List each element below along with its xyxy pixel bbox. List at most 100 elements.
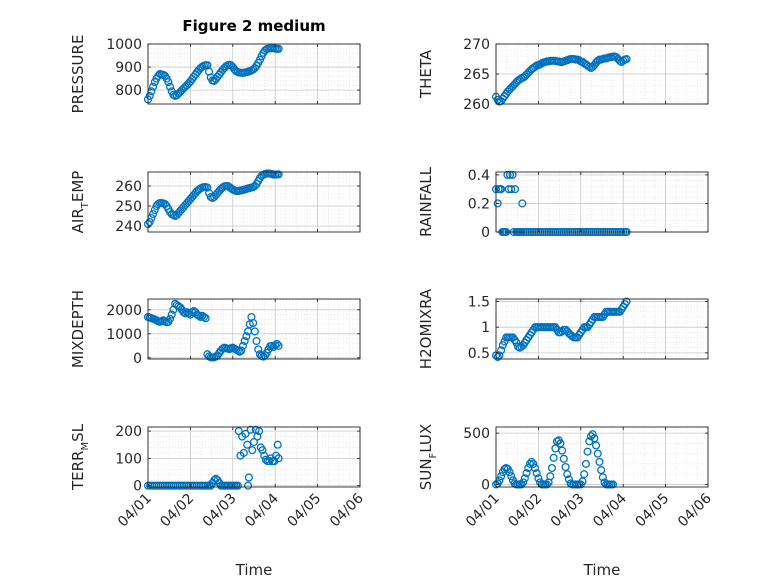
data-point xyxy=(597,466,606,475)
data-point xyxy=(258,446,267,455)
data-point xyxy=(252,336,261,346)
y-tick-label: 900 xyxy=(115,60,142,76)
y-tick-label: 0 xyxy=(133,479,142,495)
axes-box xyxy=(147,43,361,105)
data-point xyxy=(255,427,264,436)
data-point xyxy=(240,336,249,346)
data-point xyxy=(542,480,551,489)
y-tick-label: 260 xyxy=(463,97,490,113)
axes-box xyxy=(495,171,709,233)
y-axis-label: PRESSURE xyxy=(69,35,87,114)
data-point xyxy=(507,185,516,194)
y-tick-label: 240 xyxy=(115,219,142,235)
x-axis-label: Time xyxy=(583,561,621,579)
data-point xyxy=(167,310,176,319)
data-point xyxy=(497,472,506,481)
data-point xyxy=(503,170,512,179)
y-tick-label: 0 xyxy=(481,225,490,241)
data-point xyxy=(598,473,607,482)
data-point xyxy=(522,469,531,478)
data-point xyxy=(164,78,173,87)
y-tick-label: 0 xyxy=(133,351,142,367)
data-point xyxy=(250,327,259,336)
y-axis-label: TERRMSL xyxy=(69,423,91,491)
y-axis-label: MIXDEPTH xyxy=(69,290,87,368)
data-point xyxy=(238,341,248,350)
data-point xyxy=(592,441,601,450)
axes-box xyxy=(495,298,709,360)
data-point xyxy=(246,425,255,434)
data-point xyxy=(493,199,502,208)
y-axis-label-rest: LUX xyxy=(417,424,435,453)
data-point xyxy=(546,472,555,481)
y-tick-label: 100 xyxy=(115,451,142,467)
data-point xyxy=(203,183,212,192)
y-axis-label: H2OMIXRA xyxy=(417,288,435,369)
data-point xyxy=(166,314,175,323)
data-point xyxy=(242,332,251,341)
data-point xyxy=(194,311,203,320)
data-point xyxy=(578,477,587,486)
y-tick-label: 800 xyxy=(115,83,142,99)
data-point xyxy=(233,346,242,355)
data-point xyxy=(561,462,570,472)
data-point xyxy=(199,312,209,322)
subplot-3: 240 250 260 AIRTEMP xyxy=(69,169,361,235)
data-point xyxy=(235,347,244,356)
data-point xyxy=(527,457,536,466)
data-point xyxy=(530,463,540,473)
data-point xyxy=(529,459,538,468)
y-axis-label: AIRTEMP xyxy=(69,171,91,234)
y-axis-label-main: TERR xyxy=(69,451,87,492)
y-tick-label: 1000 xyxy=(106,37,142,53)
data-point xyxy=(150,205,159,215)
subplot-1: 800 900 1000 PRESSURE Figure 2 medium xyxy=(69,17,361,114)
y-tick-label: 0.5 xyxy=(468,346,490,362)
y-axis-label-subscript: T xyxy=(80,201,91,209)
axes-box xyxy=(147,426,361,488)
y-axis-label: RAINFALL xyxy=(417,166,435,237)
y-axis-label-rest: EMP xyxy=(69,171,87,202)
data-point xyxy=(580,470,589,479)
data-point xyxy=(145,91,154,100)
data-point xyxy=(149,209,158,219)
data-point xyxy=(559,454,568,463)
data-point xyxy=(558,446,567,455)
x-axis-label: Time xyxy=(235,561,273,579)
data-point xyxy=(241,429,250,438)
y-tick-label: 265 xyxy=(463,67,490,83)
data-point xyxy=(593,449,602,458)
y-axis-label: SUNFLUX xyxy=(417,424,439,490)
y-axis-label-main: AIR xyxy=(69,208,87,233)
data-point xyxy=(244,481,253,490)
data-point xyxy=(525,459,534,468)
y-axis-label: THETA xyxy=(417,49,435,99)
subplot-2: 260 265 270 THETA xyxy=(417,37,709,113)
data-point xyxy=(507,472,516,481)
y-axis-label-subscript: F xyxy=(428,452,439,458)
data-point xyxy=(622,54,631,64)
data-point xyxy=(534,474,543,483)
data-point xyxy=(493,352,502,362)
y-tick-label: 250 xyxy=(115,199,142,215)
data-point xyxy=(517,480,526,489)
data-point xyxy=(149,82,158,91)
data-point xyxy=(274,454,283,463)
data-point xyxy=(254,345,263,354)
y-tick-label: 0.2 xyxy=(468,196,490,212)
data-point xyxy=(595,457,604,466)
data-point xyxy=(497,185,506,194)
data-point xyxy=(255,55,264,64)
data-point xyxy=(179,308,188,317)
data-point xyxy=(253,432,262,441)
data-point xyxy=(581,459,590,468)
y-tick-label: 500 xyxy=(463,426,490,442)
data-point xyxy=(166,82,175,91)
data-point xyxy=(196,312,205,322)
axes-box xyxy=(147,171,361,233)
data-point xyxy=(519,478,528,487)
y-tick-label: 0 xyxy=(481,477,490,493)
y-tick-label: 0.4 xyxy=(468,168,490,184)
data-point xyxy=(549,453,558,462)
